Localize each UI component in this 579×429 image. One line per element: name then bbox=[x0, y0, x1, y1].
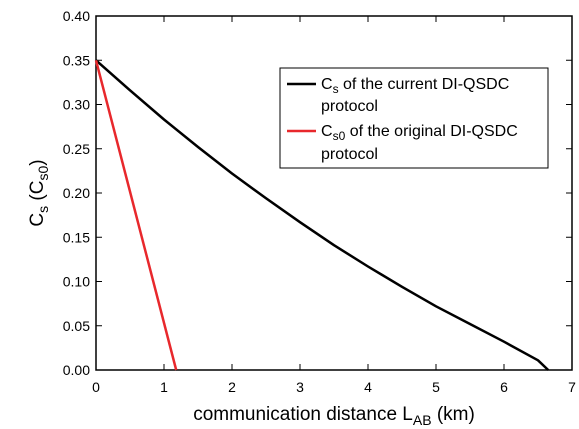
x-tick-label: 4 bbox=[364, 379, 372, 395]
series-line-current bbox=[95, 59, 550, 371]
legend-box bbox=[279, 67, 549, 169]
series-layer bbox=[94, 59, 550, 371]
y-tick-label: 0.10 bbox=[63, 274, 90, 290]
x-tick-label: 5 bbox=[432, 379, 440, 395]
x-tick-label: 2 bbox=[228, 379, 236, 395]
y-tick-label: 0.15 bbox=[63, 229, 90, 245]
legend: Cs of the current DI-QSDC protocol Cs0 o… bbox=[279, 67, 549, 169]
x-axis-ticks: 0 1 2 3 4 5 6 7 bbox=[92, 16, 576, 395]
x-tick-label: 1 bbox=[160, 379, 168, 395]
y-tick-label: 0.40 bbox=[63, 8, 90, 24]
legend-label-current-line2: protocol bbox=[321, 98, 378, 115]
x-tick-label: 3 bbox=[296, 379, 304, 395]
legend-label-current: Cs of the current DI-QSDC bbox=[321, 76, 509, 96]
y-axis-label: Cs (Cs0) bbox=[27, 159, 51, 226]
y-tick-label: 0.05 bbox=[63, 318, 90, 334]
x-tick-label: 7 bbox=[568, 379, 576, 395]
y-tick-label: 0.00 bbox=[63, 362, 90, 378]
series-line-original bbox=[94, 59, 178, 371]
y-tick-label: 0.30 bbox=[63, 97, 90, 113]
y-tick-label: 0.20 bbox=[63, 185, 90, 201]
x-axis-label: communication distance LAB (km) bbox=[193, 404, 475, 428]
y-axis-ticks: 0.00 0.05 0.10 0.15 0.20 0.25 0.30 0.35 0.40 bbox=[63, 8, 572, 378]
x-tick-label: 0 bbox=[92, 379, 100, 395]
y-tick-label: 0.25 bbox=[63, 141, 90, 157]
x-tick-label: 6 bbox=[500, 379, 508, 395]
legend-label-original: Cs0 of the original DI-QSDC bbox=[321, 123, 518, 143]
legend-label-original-line2: protocol bbox=[321, 146, 378, 163]
y-tick-label: 0.35 bbox=[63, 52, 90, 68]
